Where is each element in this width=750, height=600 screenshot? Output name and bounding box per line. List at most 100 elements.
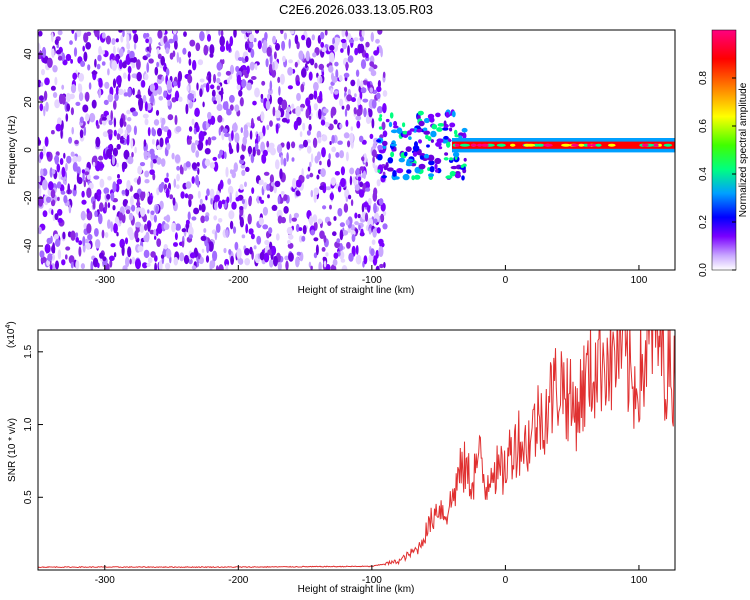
noise-speckle bbox=[243, 124, 248, 132]
noise-speckle bbox=[193, 207, 200, 215]
noise-speckle bbox=[288, 234, 294, 240]
noise-speckle bbox=[357, 176, 362, 182]
noise-speckle bbox=[85, 238, 89, 244]
tone-speckle bbox=[378, 149, 386, 154]
noise-speckle bbox=[81, 199, 87, 205]
noise-speckle bbox=[382, 71, 386, 79]
noise-speckle bbox=[310, 229, 315, 236]
noise-speckle bbox=[85, 42, 92, 50]
noise-speckle bbox=[371, 99, 377, 109]
noise-speckle bbox=[346, 94, 353, 102]
noise-speckle bbox=[273, 255, 278, 267]
noise-speckle bbox=[249, 130, 253, 140]
noise-speckle bbox=[55, 238, 61, 247]
noise-speckle bbox=[127, 156, 134, 165]
noise-speckle bbox=[216, 103, 223, 111]
noise-speckle bbox=[188, 258, 193, 265]
tone-speckle bbox=[463, 157, 467, 162]
noise-speckle bbox=[147, 222, 151, 232]
noise-speckle bbox=[232, 122, 238, 133]
noise-speckle bbox=[91, 70, 98, 75]
noise-speckle bbox=[58, 170, 62, 181]
noise-speckle bbox=[260, 199, 265, 204]
noise-speckle bbox=[211, 89, 216, 98]
noise-speckle bbox=[85, 242, 91, 250]
noise-speckle bbox=[291, 217, 297, 222]
noise-speckle bbox=[136, 59, 141, 70]
noise-speckle bbox=[167, 114, 174, 121]
tone-speckle bbox=[423, 117, 430, 124]
noise-speckle bbox=[296, 92, 301, 102]
noise-speckle bbox=[207, 136, 212, 146]
noise-speckle bbox=[334, 171, 340, 176]
noise-speckle bbox=[288, 213, 292, 224]
noise-speckle bbox=[118, 48, 124, 58]
noise-speckle bbox=[308, 71, 313, 81]
noise-speckle bbox=[371, 239, 376, 245]
noise-speckle bbox=[275, 159, 280, 170]
noise-speckle bbox=[262, 39, 268, 50]
noise-speckle bbox=[236, 142, 240, 154]
tone-speckle bbox=[418, 120, 425, 127]
noise-speckle bbox=[68, 136, 73, 144]
noise-speckle bbox=[287, 242, 294, 249]
noise-speckle bbox=[46, 237, 53, 245]
noise-speckle bbox=[322, 256, 326, 262]
spec-y-tick-label: -40 bbox=[23, 238, 34, 253]
noise-speckle bbox=[350, 79, 356, 87]
noise-speckle bbox=[51, 130, 55, 135]
noise-speckle bbox=[337, 185, 342, 193]
noise-speckle bbox=[143, 150, 148, 158]
tone-speckle bbox=[393, 176, 400, 180]
figure-title: C2E6.2026.033.13.05.R03 bbox=[279, 2, 433, 17]
noise-speckle bbox=[98, 163, 105, 169]
noise-speckle bbox=[340, 166, 345, 176]
colorbar-label: Normalized spectral amplitude bbox=[738, 82, 749, 217]
noise-speckle bbox=[259, 251, 265, 261]
noise-speckle bbox=[321, 247, 326, 252]
noise-speckle bbox=[253, 37, 257, 43]
tone-speckle bbox=[449, 170, 456, 177]
noise-speckle bbox=[39, 250, 45, 258]
noise-speckle bbox=[333, 216, 337, 221]
noise-speckle bbox=[301, 68, 307, 78]
noise-speckle bbox=[268, 88, 273, 95]
noise-speckle bbox=[348, 194, 352, 200]
noise-speckle bbox=[83, 32, 89, 43]
noise-speckle bbox=[108, 144, 112, 150]
noise-speckle bbox=[151, 138, 155, 145]
noise-speckle bbox=[249, 246, 253, 255]
noise-speckle bbox=[317, 218, 323, 225]
noise-speckle bbox=[41, 46, 47, 58]
noise-speckle bbox=[310, 189, 314, 198]
noise-speckle bbox=[343, 203, 349, 213]
noise-speckle bbox=[311, 34, 315, 41]
noise-speckle bbox=[163, 223, 170, 231]
spectrogram-y-ticks: -40 -20 0 20 40 bbox=[23, 48, 43, 253]
noise-speckle bbox=[218, 30, 221, 36]
noise-speckle bbox=[173, 242, 178, 247]
noise-speckle bbox=[382, 223, 388, 230]
noise-speckle bbox=[305, 108, 310, 119]
tone-speckle bbox=[443, 157, 449, 161]
noise-speckle bbox=[127, 246, 132, 258]
tone-band-blob bbox=[470, 143, 477, 147]
tone-speckle bbox=[416, 128, 422, 133]
noise-speckle bbox=[110, 243, 116, 248]
noise-speckle bbox=[359, 36, 364, 42]
noise-speckle bbox=[140, 191, 145, 202]
noise-speckle bbox=[287, 67, 293, 76]
noise-speckle bbox=[126, 30, 132, 34]
noise-speckle bbox=[333, 252, 339, 259]
noise-speckle bbox=[213, 73, 216, 84]
noise-speckle bbox=[349, 167, 355, 175]
noise-speckle bbox=[312, 52, 317, 58]
noise-speckle bbox=[298, 227, 303, 232]
noise-speckle bbox=[111, 38, 116, 45]
noise-speckle bbox=[174, 114, 178, 126]
tone-speckle bbox=[412, 145, 420, 152]
noise-speckle bbox=[175, 184, 180, 190]
noise-speckle bbox=[328, 153, 331, 161]
noise-speckle bbox=[96, 189, 102, 196]
noise-speckle bbox=[227, 178, 232, 185]
